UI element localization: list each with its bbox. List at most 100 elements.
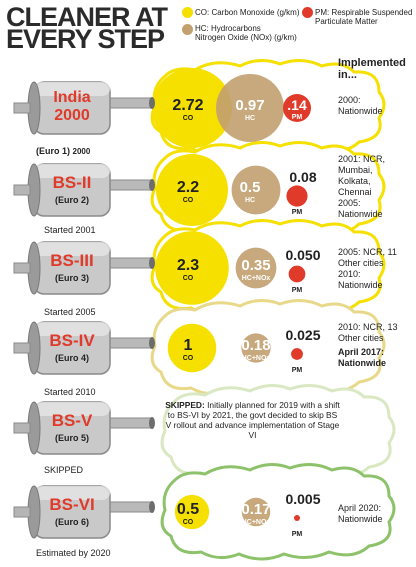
co-value-label-3: 1 <box>184 337 193 354</box>
pipe-inlet-1 <box>13 184 31 196</box>
stage-name-line-2-0: 2000 <box>54 107 90 124</box>
pipe-inlet-2 <box>13 262 31 274</box>
bs-iv-status: Started 2010 <box>44 387 96 397</box>
pipe-inlet-3 <box>13 342 31 354</box>
pm-value-label-5: 0.005 <box>285 491 320 507</box>
stage-name-2: BS-III <box>50 251 93 270</box>
muffler-highlight-5 <box>34 486 110 500</box>
hc-legend-label-line-2: Nitrogen Oxide (NOx) (g/km) <box>195 33 297 42</box>
pm-value-label-0: .14 <box>287 97 307 113</box>
co-unit-label-2: CO <box>183 275 194 282</box>
pm-legend-swatch <box>302 7 313 18</box>
hc-bubble-3 <box>241 333 271 363</box>
stage-name-4: BS-V <box>52 411 93 430</box>
pm-legend-label-line-1: PM: Respirable Suspended <box>315 8 413 17</box>
pipe-opening-2 <box>149 257 155 269</box>
cloud-row-5 <box>160 463 396 561</box>
bs-iii-status: Started 2005 <box>44 307 96 317</box>
pm-bubble-1 <box>286 185 308 207</box>
hc-value-label-2: 0.35 <box>241 257 270 274</box>
pipe-tail-5 <box>105 501 153 513</box>
pipe-inlet-0 <box>13 102 31 114</box>
co-bubble-2 <box>155 231 229 305</box>
hc-legend-label-line-1: HC: Hydrocarbons <box>195 24 261 33</box>
stage-name-3: BS-IV <box>49 331 95 350</box>
co-bubble-1 <box>156 154 228 226</box>
hc-bubble-5 <box>241 497 271 527</box>
stage-sub-1: (Euro 2) <box>55 195 89 205</box>
implemented-header: Implemented in... <box>338 57 406 81</box>
stage-sub-5: (Euro 6) <box>55 517 89 527</box>
chart-title-line-1: CLEANER AT <box>6 2 168 32</box>
co-unit-label-1: CO <box>183 197 194 204</box>
hc-value-label-3: 0.18 <box>241 337 270 354</box>
implemented-bs-iii: 2005: NCR, 11 Other cities 2010: Nationw… <box>338 247 397 290</box>
co-value-label-1: 2.2 <box>177 179 199 196</box>
stage-name-line-1-0: India <box>53 89 90 106</box>
stage-sub-2: (Euro 3) <box>55 273 89 283</box>
co-value-label-2: 2.3 <box>177 257 199 274</box>
muffler-highlight-3 <box>34 322 110 336</box>
hc-unit-label-3: HC+NOx <box>242 355 271 362</box>
pipe-tail-1 <box>105 179 153 191</box>
co-bubble-3 <box>167 323 217 373</box>
pipe-tail-3 <box>105 337 153 349</box>
hc-unit-label-1: HC <box>245 197 255 204</box>
muffler-highlight-2 <box>34 242 110 256</box>
co-legend-label: CO: Carbon Monoxide (g/km) <box>195 8 300 17</box>
pipe-tail-0 <box>105 97 153 109</box>
pipe-tail-4 <box>105 417 153 429</box>
implemented-bs-iv-nationwide: April 2017: Nationwide <box>338 347 387 368</box>
co-unit-label-0: CO <box>183 115 194 122</box>
pipe-tail-2 <box>105 257 153 269</box>
hc-unit-label-5: HC+NOx <box>242 519 271 526</box>
bs-ii-status: Started 2001 <box>44 225 96 235</box>
pipe-opening-1 <box>149 179 155 191</box>
bs-vi-status: Estimated by 2020 <box>36 548 111 558</box>
hc-value-label-0: 0.97 <box>235 97 264 114</box>
muffler-highlight-4 <box>34 402 110 416</box>
implemented-bs-ii: 2001: NCR, Mumbai, Kolkata, Chennai 2005… <box>338 154 386 219</box>
muffler-highlight-1 <box>34 164 110 178</box>
pm-value-label-3: 0.025 <box>285 327 320 343</box>
pm-value-label-1: 0.08 <box>289 169 316 185</box>
pipe-opening-0 <box>149 97 155 109</box>
pipe-opening-3 <box>149 337 155 349</box>
pm-value-label-2: 0.050 <box>285 247 320 263</box>
pm-legend-label-line-2: Particulate Matter <box>315 17 378 26</box>
co-bubble-0 <box>152 68 232 148</box>
pipe-opening-5 <box>149 501 155 513</box>
co-value-label-5: 0.5 <box>177 501 199 518</box>
hc-bubble-0 <box>216 74 284 142</box>
pm-unit-label-2: PM <box>292 287 303 294</box>
stage-sub-3: (Euro 4) <box>55 353 89 363</box>
co-value-label-0: 2.72 <box>172 97 203 114</box>
implemented-bs-vi: April 2020: Nationwide <box>338 503 383 524</box>
co-unit-label-5: CO <box>183 519 194 526</box>
hc-bubble-2 <box>235 247 277 289</box>
hc-legend-swatch <box>182 24 193 35</box>
pipe-opening-4 <box>149 417 155 429</box>
stage-name-5: BS-VI <box>49 495 94 514</box>
hc-unit-label-0: HC <box>245 115 255 122</box>
pm-unit-label-5: PM <box>292 531 303 538</box>
pm-bubble-5 <box>294 515 300 521</box>
co-bubble-5 <box>174 494 210 530</box>
stage-name-1: BS-II <box>53 173 92 192</box>
pipe-inlet-5 <box>13 506 31 518</box>
bs-v-skipped-note: SKIPPED: Initially planned for 2019 with… <box>165 400 340 440</box>
pm-bubble-2 <box>288 265 306 283</box>
pm-unit-label-0: PM <box>292 114 303 121</box>
hc-bubble-1 <box>231 165 281 215</box>
hc-unit-label-2: HC+NOx <box>242 275 271 282</box>
stage-sub-4: (Euro 5) <box>55 433 89 443</box>
pm-unit-label-1: PM <box>292 209 303 216</box>
pm-bubble-0 <box>283 94 311 122</box>
pm-bubble-3 <box>291 348 303 360</box>
cloud-row-4 <box>160 384 396 482</box>
hc-value-label-1: 0.5 <box>240 179 261 196</box>
co-unit-label-3: CO <box>183 355 194 362</box>
co-legend-swatch <box>182 7 193 18</box>
hc-value-label-5: 0.17 <box>241 501 270 518</box>
